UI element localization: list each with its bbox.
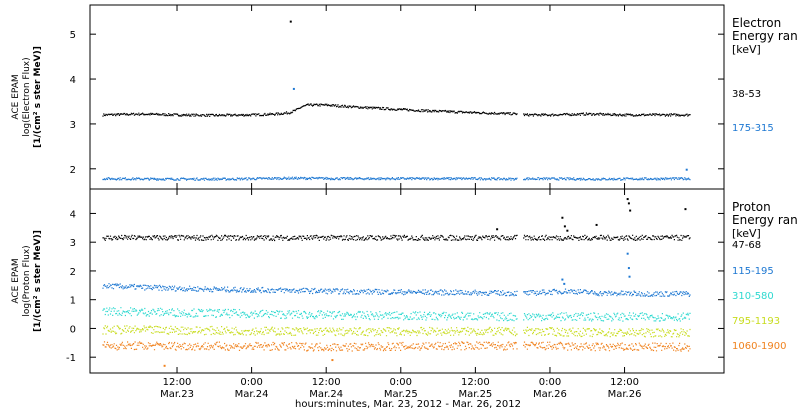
proton-series-47-68-outlier — [563, 225, 566, 228]
electron-legend-title: [keV] — [732, 43, 761, 56]
proton-legend-entry: 795-1193 — [732, 316, 780, 327]
proton-series-47-68 — [102, 234, 691, 242]
x-axis-label: hours:minutes, Mar. 23, 2012 - Mar. 26, … — [295, 399, 521, 410]
electron-panel-frame — [89, 4, 725, 190]
electron-legend-title: Energy ran — [732, 29, 798, 43]
proton-y-tick-label: 3 — [70, 238, 76, 249]
electron-y-axis-label: log(Electron Flux) — [22, 57, 32, 136]
proton-y-axis-label: log(Proton Flux) — [22, 245, 32, 316]
proton-series-115-195-outlier — [627, 267, 630, 270]
proton-legend-title: [keV] — [732, 227, 761, 240]
proton-series-115-195-outlier — [628, 275, 631, 278]
x-tick-time: 12:00 — [461, 377, 490, 388]
proton-series-1060-1900-outlier — [331, 359, 334, 362]
proton-series-47-68-outlier — [496, 228, 499, 231]
proton-series-1060-1900-outlier — [163, 364, 166, 367]
electron-legend-title: Electron — [732, 16, 781, 30]
proton-series-47-68-outlier — [561, 216, 564, 219]
x-tick-time: 12:00 — [312, 377, 341, 388]
electron-y-tick-label: 2 — [70, 165, 76, 176]
electron-y-tick-label: 4 — [70, 75, 76, 86]
proton-legend-title: Proton — [732, 200, 771, 214]
proton-legend-entry: 1060-1900 — [732, 341, 787, 352]
electron-series-38-53-outlier — [289, 20, 292, 23]
proton-panel-frame — [89, 188, 725, 374]
proton-legend-entry: 310-580 — [732, 291, 774, 302]
proton-series-47-68-outlier — [684, 208, 687, 211]
proton-legend-entry: 47-68 — [732, 240, 761, 251]
x-tick-time: 0:00 — [539, 377, 561, 388]
electron-y-axis-label: ACE EPAM — [11, 74, 21, 119]
electron-series-175-315 — [102, 176, 691, 181]
x-tick-date: Mar.25 — [458, 389, 492, 400]
proton-series-47-68-outlier — [626, 198, 629, 201]
electron-series-175-315-outlier — [292, 87, 295, 90]
electron-legend-entry: 38-53 — [732, 89, 761, 100]
electron-series-38-53 — [102, 103, 691, 117]
x-tick-time: 12:00 — [163, 377, 192, 388]
proton-y-tick-label: 0 — [70, 324, 76, 335]
proton-series-47-68-outlier — [627, 202, 630, 205]
proton-series-115-195-outlier — [626, 252, 629, 255]
proton-y-tick-label: 1 — [70, 296, 76, 307]
proton-series-115-195-outlier — [563, 282, 566, 285]
proton-series-47-68-outlier — [629, 209, 632, 212]
proton-y-tick-label: -1 — [66, 353, 76, 364]
electron-y-tick-label: 5 — [70, 30, 76, 41]
proton-y-tick-label: 4 — [70, 209, 76, 220]
x-tick-time: 12:00 — [610, 377, 639, 388]
proton-series-47-68-outlier — [566, 229, 569, 232]
proton-series-310-580 — [102, 307, 691, 322]
proton-legend-entry: 115-195 — [732, 266, 774, 277]
proton-y-tick-label: 2 — [70, 267, 76, 278]
proton-y-axis-label: ACE EPAM — [11, 258, 21, 303]
x-tick-time: 0:00 — [240, 377, 262, 388]
electron-y-tick-label: 3 — [70, 120, 76, 131]
proton-series-115-195 — [102, 283, 691, 297]
electron-legend-entry: 175-315 — [732, 123, 774, 134]
x-tick-date: Mar.25 — [384, 389, 418, 400]
x-tick-date: Mar.23 — [160, 389, 194, 400]
electron-y-axis-label: [1/(cm² s ster MeV)] — [33, 46, 43, 148]
x-tick-date: Mar.24 — [235, 389, 269, 400]
x-tick-date: Mar.26 — [608, 389, 642, 400]
proton-legend-title: Energy ran — [732, 213, 798, 227]
x-tick-time: 0:00 — [390, 377, 412, 388]
proton-series-795-1193 — [102, 325, 691, 338]
x-tick-date: Mar.26 — [533, 389, 567, 400]
proton-series-47-68-outlier — [595, 223, 598, 226]
x-tick-date: Mar.24 — [309, 389, 343, 400]
proton-y-axis-label: [1/(cm² s ster MeV)] — [33, 230, 43, 332]
proton-series-1060-1900 — [102, 341, 691, 352]
proton-series-115-195-outlier — [561, 278, 564, 281]
electron-series-175-315-outlier — [685, 168, 688, 171]
